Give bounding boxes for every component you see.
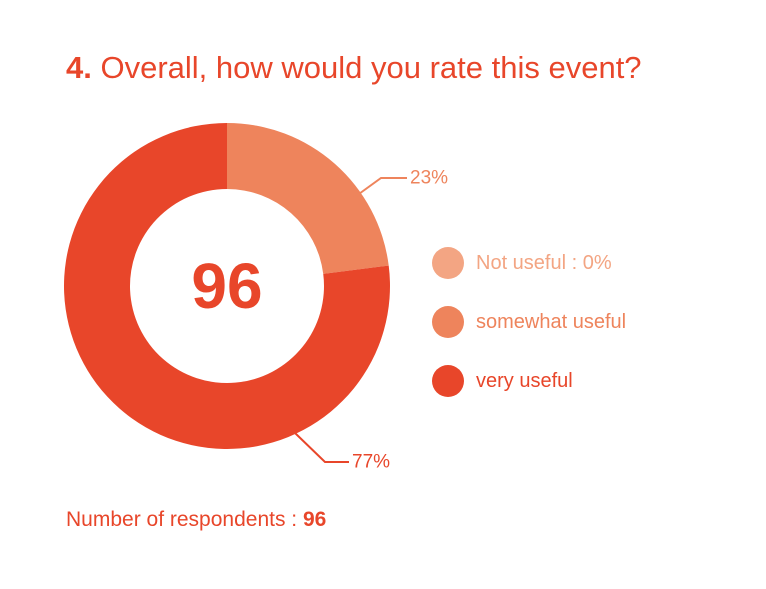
leader-lines: 23% 77% — [294, 168, 448, 473]
legend-swatch — [432, 306, 464, 338]
donut-center-total: 96 — [191, 250, 262, 322]
legend-swatch — [432, 247, 464, 279]
legend-item-very-useful: very useful — [432, 364, 626, 398]
question-title: 4. Overall, how would you rate this even… — [66, 50, 642, 86]
respondents-count: Number of respondents : 96 — [66, 508, 326, 532]
data-label-very-useful: 77% — [352, 452, 390, 473]
leader-line-very-useful — [294, 432, 349, 463]
legend-label: Not useful : 0% — [476, 251, 612, 274]
donut-slice-somewhat-useful — [227, 123, 389, 274]
legend-item-not-useful: Not useful : 0% — [432, 246, 626, 280]
chart-legend: Not useful : 0% somewhat useful very usefu… — [432, 246, 626, 423]
question-text: Overall, how would you rate this event? — [100, 50, 642, 85]
legend-label: somewhat useful — [476, 310, 627, 333]
leader-line-somewhat-useful — [351, 177, 407, 200]
respondents-label: Number of respondents : — [66, 508, 298, 531]
donut-slice-very-useful — [63, 123, 391, 449]
question-number: 4. — [66, 50, 92, 85]
legend-swatch — [432, 365, 464, 397]
donut-slices — [63, 123, 391, 449]
respondents-value: 96 — [302, 508, 327, 531]
legend-label: very useful — [476, 369, 573, 392]
data-label-somewhat-useful: 23% — [410, 168, 448, 189]
legend-item-somewhat-useful: somewhat useful — [432, 305, 626, 339]
